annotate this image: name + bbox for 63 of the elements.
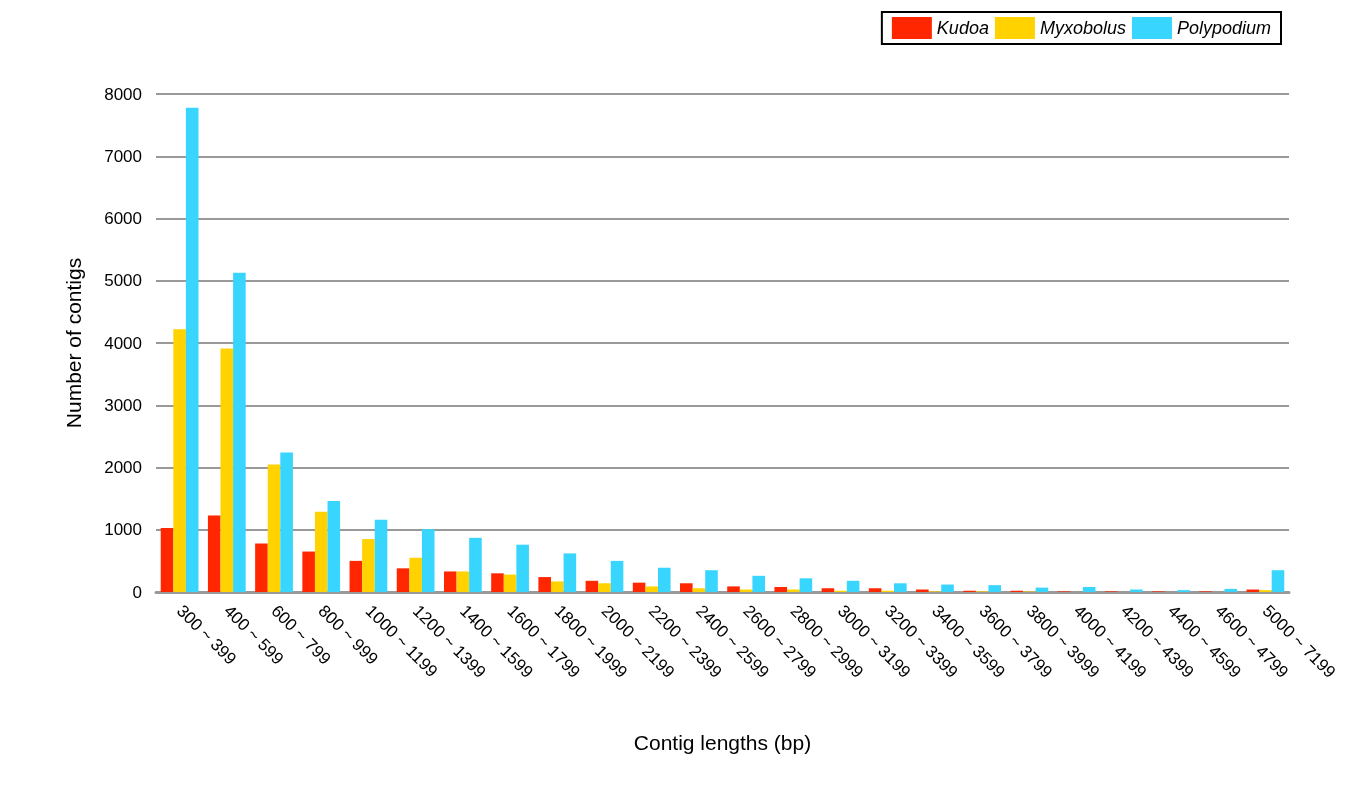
bar [894,583,907,592]
y-tick-label: 1000 [104,520,142,540]
bar [657,567,671,592]
bar [207,515,221,592]
legend-label: Polypodium [1176,18,1272,38]
bar [598,583,611,592]
bar [752,575,765,592]
y-tick-label: 5000 [104,271,142,291]
bar [233,272,246,592]
bar [846,580,860,592]
y-axis-title: Number of contigs [62,257,85,429]
bar [550,581,564,592]
bar [1224,588,1238,592]
bar [774,587,788,592]
bar [692,588,706,592]
x-axis-title: Contig lengths (bp) [633,731,812,754]
y-tick-label: 0 [132,582,142,602]
y-tick-label: 3000 [104,395,142,415]
y-tick-label: 8000 [104,84,142,104]
legend-label: Myxobolus [1039,18,1126,38]
bar [314,511,328,592]
bar [516,544,529,592]
bar [255,543,268,592]
bar [727,586,740,592]
bar [173,329,186,592]
bar [503,574,517,592]
bar [396,568,410,592]
bar [491,573,504,592]
bar [362,539,375,592]
legend-label: Kudoa [936,18,989,38]
bar [705,570,718,592]
bar [988,585,1002,592]
bar [821,588,835,592]
bar [645,586,658,592]
bar [941,584,954,592]
bar [349,560,363,592]
bar [538,577,551,592]
y-tick-label: 4000 [104,333,142,353]
bar [327,501,341,592]
bar [680,583,693,592]
bar [1082,587,1096,592]
bar [280,452,293,592]
bar [1271,570,1285,592]
bar [563,553,577,592]
y-tick-label: 6000 [104,209,142,228]
bar [799,578,813,592]
bar [632,582,646,592]
bar [456,571,470,592]
bar [868,588,882,592]
bar [160,527,174,592]
bar [220,348,234,592]
bar [409,557,422,592]
y-tick-label: 2000 [104,458,142,477]
bar [610,560,624,592]
y-tick-label: 7000 [104,146,142,166]
bar [185,107,199,592]
bar [267,464,281,592]
bar [374,519,388,592]
bar [469,537,482,592]
bar [421,529,435,592]
bar [302,551,315,592]
bar [585,580,599,592]
bar [443,571,457,592]
